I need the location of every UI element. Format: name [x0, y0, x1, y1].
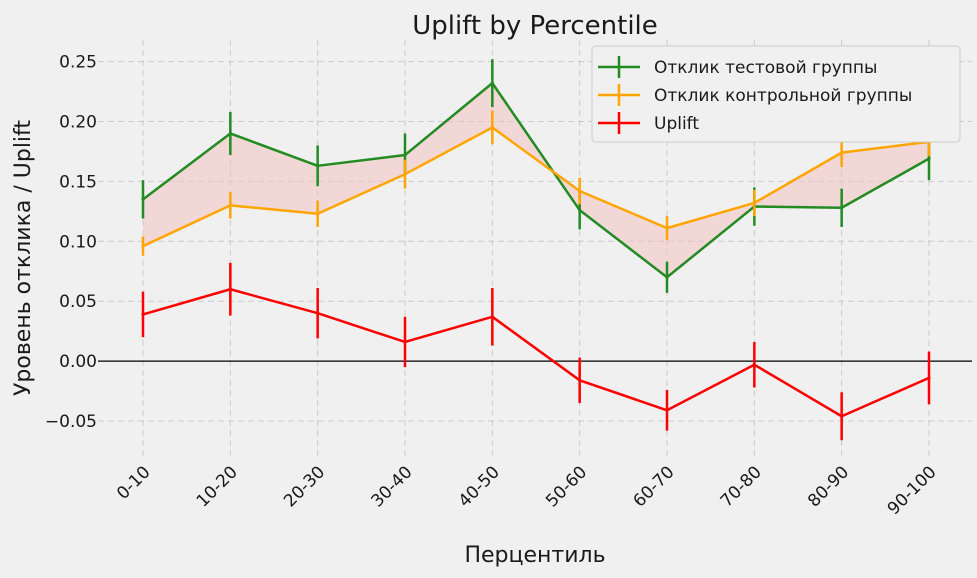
- data-point: [403, 172, 407, 176]
- data-point: [840, 151, 844, 155]
- data-point: [403, 153, 407, 157]
- fill-layer: [143, 83, 929, 278]
- data-point: [665, 226, 669, 230]
- data-point: [141, 312, 145, 317]
- data-point: [665, 408, 669, 412]
- y-tick-label: 0.10: [59, 232, 97, 252]
- y-tick-label: 0.05: [59, 292, 97, 312]
- data-point: [316, 164, 320, 168]
- data-point: [578, 189, 582, 193]
- y-tick-label: 0.25: [59, 53, 97, 73]
- data-point: [141, 244, 145, 248]
- y-tick-label: 0.00: [59, 352, 97, 372]
- data-point: [578, 208, 582, 212]
- fill-between-area: [143, 83, 929, 278]
- y-tick-label: −0.05: [45, 412, 97, 432]
- data-point: [840, 206, 844, 210]
- data-point: [141, 197, 145, 201]
- series-line: [142, 287, 930, 418]
- data-point: [665, 275, 669, 279]
- data-point: [840, 414, 844, 418]
- chart-title: Uplift by Percentile: [412, 11, 658, 41]
- legend-box: [591, 45, 961, 143]
- data-point: [228, 131, 232, 136]
- series-2: [141, 262, 931, 441]
- data-point: [403, 340, 407, 344]
- y-axis-label: Уровень отклика / Uplift: [11, 120, 36, 396]
- x-axis-label: Перцентиль: [464, 543, 605, 568]
- series-line: [142, 126, 930, 248]
- data-point: [752, 363, 756, 367]
- data-point: [578, 378, 582, 382]
- series-line: [142, 81, 930, 279]
- y-tick-label: 0.15: [59, 172, 97, 192]
- y-tick-label: 0.20: [59, 112, 97, 132]
- data-point: [490, 81, 494, 85]
- data-point: [927, 157, 931, 161]
- data-point: [490, 125, 494, 130]
- data-point: [228, 203, 232, 207]
- data-point: [927, 376, 931, 380]
- data-point: [228, 287, 232, 291]
- data-point: [316, 311, 320, 315]
- legend-label: Отклик контрольной группы: [654, 86, 912, 106]
- data-point: [316, 212, 320, 216]
- data-point: [490, 315, 494, 319]
- legend-label: Uplift: [654, 114, 699, 134]
- legend: Отклик тестовой группы Отклик контрольной…: [591, 45, 961, 143]
- data-point: [752, 201, 756, 205]
- legend-label: Отклик тестовой группы: [654, 58, 877, 78]
